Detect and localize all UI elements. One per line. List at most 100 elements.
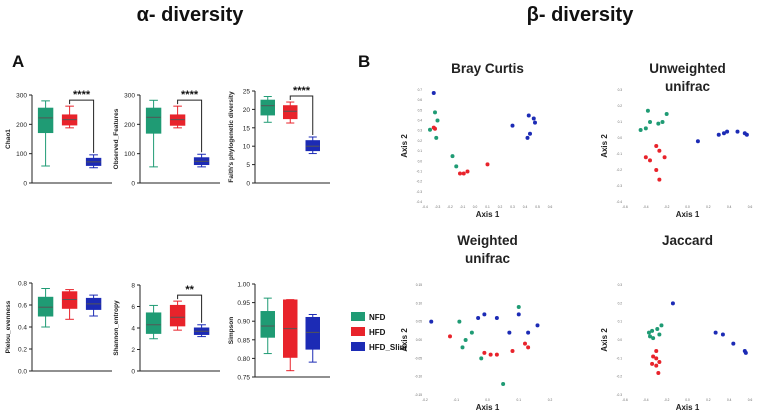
scatter-point-hfd-slim — [525, 135, 530, 140]
scatter-point-nfd — [516, 305, 521, 309]
scatter-point-nfd — [648, 334, 652, 339]
y-axis-label: Axis 2 — [600, 134, 609, 158]
x-tick-label: -0.4 — [643, 398, 649, 402]
scatter-point-hfd-slim — [720, 332, 725, 337]
y-tick-label: -0.1 — [617, 356, 623, 360]
x-axis-label: Axis 1 — [476, 403, 500, 410]
x-tick-label: 0.0 — [685, 398, 690, 402]
box-iqr — [260, 311, 275, 338]
significance-bracket: **** — [177, 89, 203, 153]
scatter-point-hfd — [482, 350, 487, 355]
y-tick-label: 0.0 — [618, 338, 623, 342]
panel-label-b: B — [358, 52, 370, 71]
y-tick-label: 0.05 — [416, 320, 422, 324]
legend-label: HFD — [369, 328, 386, 337]
scatter-point-nfd — [657, 332, 662, 337]
box-nfd — [145, 304, 162, 340]
box-iqr — [37, 107, 54, 134]
chart-pielou: 0.0 0.2 0.4 0.6 0.8 Pielou_evenness — [5, 281, 112, 376]
scatter-point-hfd — [654, 356, 659, 361]
bracket-line — [289, 95, 314, 135]
scatter-point-hfd — [448, 334, 452, 339]
scatter-point-hfd — [657, 360, 662, 364]
x-tick-label: 0.0 — [485, 398, 490, 402]
x-tick-label: -0.3 — [435, 205, 441, 209]
scatter-point-hfd-slim — [743, 350, 748, 355]
scatter-point-hfd-slim — [482, 312, 487, 317]
y-tick-label: -0.3 — [617, 184, 623, 188]
scatter-point-nfd — [659, 323, 664, 328]
y-tick-label: 0.10 — [416, 301, 422, 305]
scatter-point-nfd — [651, 336, 656, 341]
y-tick-label: -0.3 — [417, 190, 423, 194]
scatter-point-nfd — [650, 328, 655, 333]
scatter-point-hfd-slim — [531, 116, 536, 121]
x-axis-label: Axis 1 — [676, 403, 700, 410]
y-tick-label: 0 — [23, 181, 27, 188]
scatter-point-nfd — [660, 120, 665, 124]
y-tick-label: 0.0 — [418, 159, 423, 163]
x-tick-label: 0.3 — [510, 205, 515, 209]
y-tick-label: 0.0 — [18, 369, 27, 376]
scatter-point-hfd — [488, 352, 493, 357]
box-hfd_slim — [85, 294, 102, 317]
chart-observed: 0 100 200 300 Observed_Features **** — [113, 89, 220, 188]
y-tick-label: 0.95 — [237, 300, 250, 307]
y-tick-label: 0.15 — [416, 283, 422, 287]
significance-bracket: ** — [177, 284, 203, 323]
chart-title: Jaccard — [662, 233, 713, 248]
x-tick-label: -0.4 — [643, 205, 649, 209]
scatter-point-hfd — [523, 341, 527, 346]
chart-bray: Bray Curtis -0.4 -0.3 -0.2 -0.1 0.0 0.1 0.2 0.3 0… — [400, 61, 552, 219]
scatter-point-hfd-slim — [731, 341, 736, 346]
scatter-point-hfd — [648, 158, 652, 163]
y-tick-label: 300 — [124, 93, 135, 100]
scatter-point-nfd — [463, 338, 468, 342]
scatter-point-nfd — [434, 135, 439, 140]
scatter-point-hfd — [650, 361, 655, 366]
y-tick-label: -0.05 — [415, 356, 422, 360]
y-tick-label: 0.2 — [618, 301, 623, 305]
y-tick-label: 0.1 — [618, 120, 623, 124]
scatter-point-nfd — [646, 330, 651, 335]
box-hfd_slim — [305, 136, 320, 155]
y-tick-label: 0.80 — [237, 356, 250, 363]
box-hfd — [169, 300, 186, 331]
scatter-point-hfd — [458, 171, 462, 176]
y-tick-label: 0.00 — [416, 338, 422, 342]
significance-label: **** — [73, 89, 91, 101]
box-iqr — [37, 296, 54, 317]
alpha-diversity-header: α- diversity — [137, 4, 245, 26]
panel-label-a: A — [12, 52, 24, 71]
x-tick-label: 0.0 — [685, 205, 690, 209]
x-tick-label: 0.4 — [727, 398, 732, 402]
x-tick-label: -0.1 — [454, 398, 460, 402]
chart-title: unifrac — [665, 79, 711, 94]
legend-label: NFD — [369, 313, 386, 322]
scatter-point-nfd — [435, 118, 440, 123]
chart-weighted: Weighted unifrac -0.2 -0.1 0.0 0.1 0.2 -0.15 -0.… — [400, 233, 552, 410]
scatter-point-hfd-slim — [510, 123, 515, 128]
box-hfd_slim — [193, 324, 210, 338]
box-iqr — [260, 99, 275, 116]
y-tick-label: 0 — [131, 369, 135, 376]
scatter-point-nfd — [656, 121, 661, 126]
scatter-point-hfd-slim — [476, 316, 481, 320]
box-iqr — [169, 304, 186, 327]
y-tick-label: 10 — [243, 144, 251, 151]
scatter-point-hfd-slim — [526, 330, 531, 335]
scatter-point-nfd — [655, 327, 660, 331]
y-axis-label: Pielou_evenness — [5, 300, 12, 353]
box-hfd — [283, 299, 298, 372]
x-tick-label: -0.4 — [422, 205, 428, 209]
scatter-point-hfd-slim — [526, 113, 531, 118]
charts-layer: 0100200300Chao1****0100200300Observed_Fe… — [5, 61, 752, 410]
scatter-point-hfd-slim — [431, 91, 436, 96]
scatter-point-nfd — [428, 127, 432, 132]
y-tick-label: 0.2 — [618, 104, 623, 108]
legend: NFD HFD HFD_Slim — [351, 312, 407, 352]
chart-title: Weighted — [457, 233, 518, 248]
scatter-point-hfd — [654, 363, 659, 368]
scatter-point-hfd — [662, 155, 667, 160]
scatter-point-hfd-slim — [507, 330, 512, 335]
